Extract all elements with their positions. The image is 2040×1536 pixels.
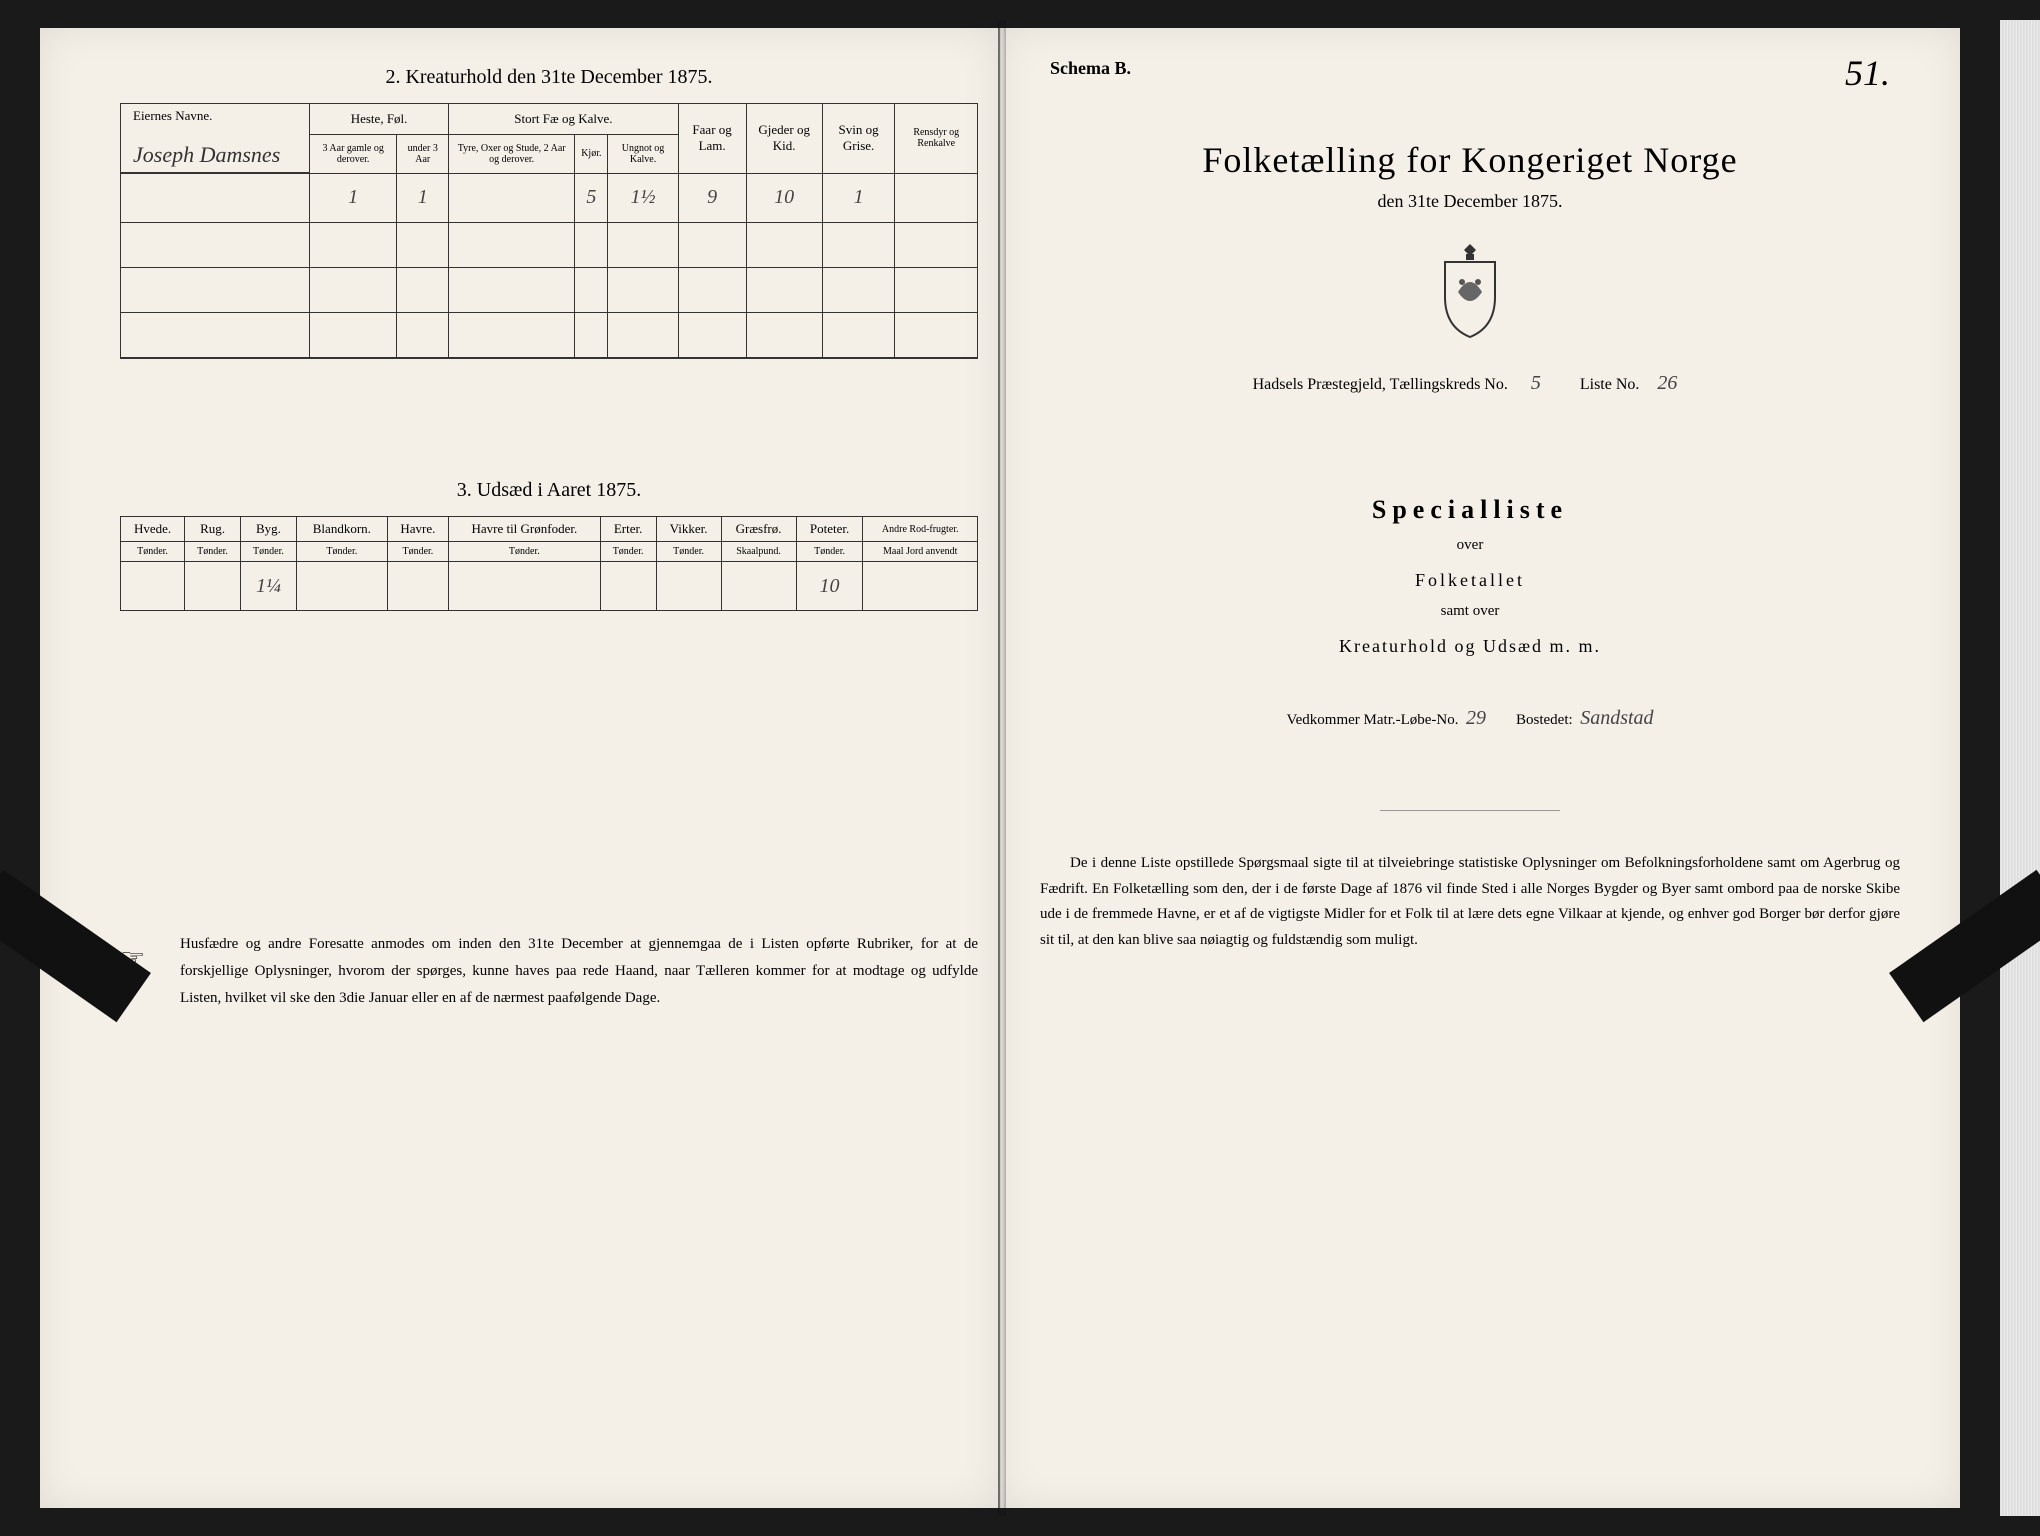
cell bbox=[895, 173, 978, 223]
cell: 10 bbox=[746, 173, 822, 223]
th-svin: Svin og Grise. bbox=[822, 104, 895, 174]
th-gjeder: Gjeder og Kid. bbox=[746, 104, 822, 174]
body-paragraph: De i denne Liste opstillede Spørgsmaal s… bbox=[1040, 851, 1900, 953]
unit: Tønder. bbox=[296, 542, 387, 562]
unit: Tønder. bbox=[449, 542, 601, 562]
th: Poteter. bbox=[796, 517, 863, 542]
th-owner: Eiernes Navne. Joseph Damsnes bbox=[121, 104, 310, 174]
unit: Tønder. bbox=[121, 542, 185, 562]
cell: 10 bbox=[796, 562, 863, 611]
matr-pre: Vedkommer Matr.-Løbe-No. bbox=[1286, 712, 1458, 728]
sub-title: den 31te December 1875. bbox=[1040, 191, 1900, 212]
section3-title: 3. Udsæd i Aaret 1875. bbox=[120, 479, 978, 502]
unit: Tønder. bbox=[796, 542, 863, 562]
table-row bbox=[121, 223, 978, 268]
cell bbox=[449, 173, 575, 223]
liste-no: 26 bbox=[1647, 372, 1687, 395]
unit: Tønder. bbox=[185, 542, 241, 562]
unit: Tønder. bbox=[387, 542, 448, 562]
th: Græsfrø. bbox=[721, 517, 796, 542]
table-row bbox=[121, 313, 978, 359]
left-page: 2. Kreaturhold den 31te December 1875. E… bbox=[40, 28, 1000, 1508]
th-ren: Rensdyr og Renkalve bbox=[895, 104, 978, 174]
cell bbox=[387, 562, 448, 611]
matr-no: 29 bbox=[1466, 707, 1486, 729]
seed-table: Hvede. Rug. Byg. Blandkorn. Havre. Havre… bbox=[120, 516, 978, 611]
th: Andre Rod-frugter. bbox=[863, 517, 978, 542]
cell: 5 bbox=[575, 173, 608, 223]
th-heste: Heste, Føl. bbox=[310, 104, 449, 135]
book-spread: 2. Kreaturhold den 31te December 1875. E… bbox=[0, 0, 2040, 1536]
page-number: 51. bbox=[1845, 52, 1890, 94]
th: Hvede. bbox=[121, 517, 185, 542]
cell bbox=[296, 562, 387, 611]
divider bbox=[1380, 810, 1560, 811]
unit: Maal Jord anvendt bbox=[863, 542, 978, 562]
cell bbox=[863, 562, 978, 611]
cell: 1 bbox=[397, 173, 449, 223]
samt-over-label: samt over bbox=[1040, 603, 1900, 620]
bosted-val: Sandstad bbox=[1580, 707, 1653, 729]
schema-label: Schema B. bbox=[1050, 58, 1900, 79]
table-row: Tønder. Tønder. Tønder. Tønder. Tønder. … bbox=[121, 542, 978, 562]
th: Havre. bbox=[387, 517, 448, 542]
table-row: 1 1 5 1½ 9 10 1 bbox=[121, 173, 978, 223]
cell bbox=[185, 562, 241, 611]
table-row: Hvede. Rug. Byg. Blandkorn. Havre. Havre… bbox=[121, 517, 978, 542]
th: Byg. bbox=[241, 517, 297, 542]
cell: 1 bbox=[310, 173, 397, 223]
unit: Tønder. bbox=[656, 542, 721, 562]
cell: 1½ bbox=[608, 173, 678, 223]
th: Rug. bbox=[185, 517, 241, 542]
cell: 1 bbox=[822, 173, 895, 223]
table-row: 1¼ 10 bbox=[121, 562, 978, 611]
cell: 9 bbox=[678, 173, 746, 223]
cell bbox=[121, 562, 185, 611]
owner-handwritten: Joseph Damsnes bbox=[133, 142, 303, 168]
th: Erter. bbox=[600, 517, 656, 542]
th-stort: Stort Fæ og Kalve. bbox=[449, 104, 678, 135]
kreds-no: 5 bbox=[1516, 372, 1556, 395]
cell bbox=[721, 562, 796, 611]
book-spine bbox=[998, 20, 1006, 1516]
unit: Tønder. bbox=[241, 542, 297, 562]
th-heste1: 3 Aar gamle og derover. bbox=[310, 135, 397, 173]
parish-pre: Hadsels Præstegjeld, Tællingskreds No. bbox=[1253, 376, 1508, 393]
cell bbox=[449, 562, 601, 611]
specialliste-title: Specialliste bbox=[1040, 495, 1900, 525]
table-row bbox=[121, 268, 978, 313]
unit: Tønder. bbox=[600, 542, 656, 562]
liste-pre: Liste No. bbox=[1580, 376, 1640, 393]
th: Blandkorn. bbox=[296, 517, 387, 542]
th-stort3: Ungnot og Kalve. bbox=[608, 135, 678, 173]
th-stort2: Kjør. bbox=[575, 135, 608, 173]
instruction-note: ☞ Husfædre og andre Foresatte anmodes om… bbox=[120, 931, 978, 1012]
coat-of-arms-icon bbox=[1430, 242, 1510, 342]
over-label: over bbox=[1040, 537, 1900, 554]
main-title: Folketælling for Kongeriget Norge bbox=[1040, 139, 1900, 181]
parish-line: Hadsels Præstegjeld, Tællingskreds No. 5… bbox=[1040, 372, 1900, 395]
bosted-pre: Bostedet: bbox=[1516, 712, 1573, 728]
page-edges bbox=[2000, 20, 2040, 1516]
cell bbox=[656, 562, 721, 611]
livestock-table: Eiernes Navne. Joseph Damsnes Heste, Føl… bbox=[120, 103, 978, 359]
th-faar: Faar og Lam. bbox=[678, 104, 746, 174]
cell bbox=[600, 562, 656, 611]
section2-title: 2. Kreaturhold den 31te December 1875. bbox=[120, 66, 978, 89]
note-text: Husfædre og andre Foresatte anmodes om i… bbox=[180, 936, 978, 1006]
th-owner-label: Eiernes Navne. bbox=[133, 108, 303, 124]
cell: 1¼ bbox=[241, 562, 297, 611]
folketallet-label: Folketallet bbox=[1040, 570, 1900, 591]
matr-line: Vedkommer Matr.-Løbe-No. 29 Bostedet: Sa… bbox=[1040, 707, 1900, 730]
th: Vikker. bbox=[656, 517, 721, 542]
th-heste2: under 3 Aar bbox=[397, 135, 449, 173]
th: Havre til Grønfoder. bbox=[449, 517, 601, 542]
unit: Skaalpund. bbox=[721, 542, 796, 562]
kreatur-label: Kreaturhold og Udsæd m. m. bbox=[1040, 636, 1900, 657]
right-page: Schema B. 51. Folketælling for Kongerige… bbox=[1000, 28, 1960, 1508]
th-stort1: Tyre, Oxer og Stude, 2 Aar og derover. bbox=[449, 135, 575, 173]
